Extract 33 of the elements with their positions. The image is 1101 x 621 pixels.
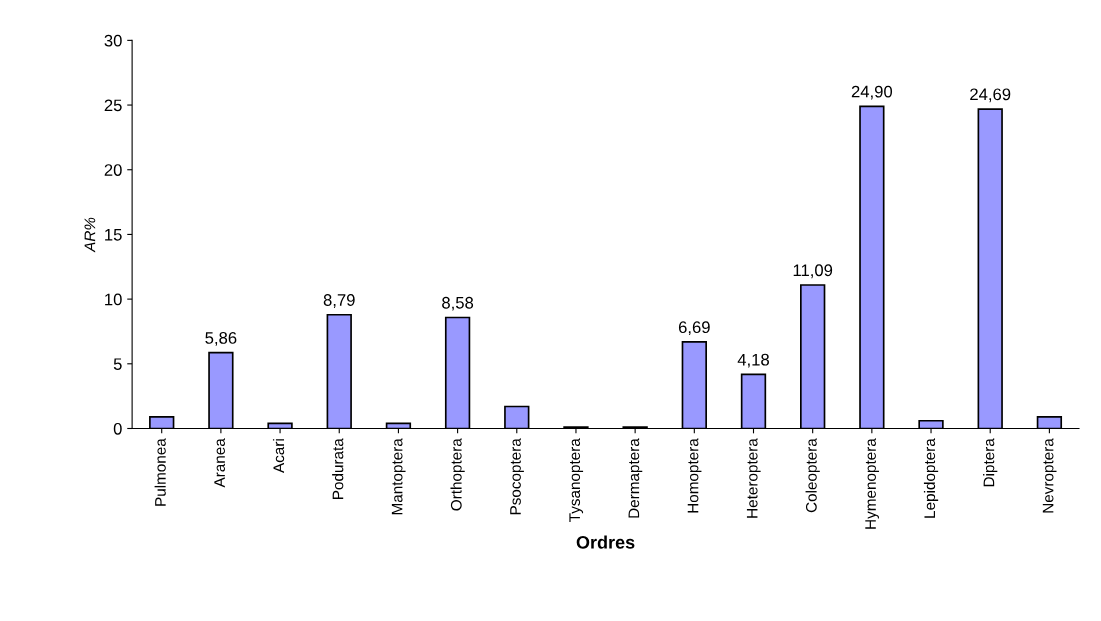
x-tick-label: Tysanoptera [569,438,584,522]
x-tick-label: Psocoptera [510,438,524,515]
y-axis-title: AR% [84,217,96,253]
x-tick-label: Hymenoptera [865,438,879,529]
x-tick-label: Diptera [983,438,998,487]
y-tick-label: 15 [105,229,122,241]
data-label: 24,90 [851,85,893,100]
x-axis-title: Ordres [576,535,635,549]
data-label: 5,86 [205,332,237,346]
x-tick-label: Acari [272,439,285,473]
x-tick-label: Heteroptera [746,438,761,518]
x-tick-label: Orthoptera [450,438,465,511]
data-label: 4,18 [737,353,769,368]
y-tick-label: 5 [113,358,122,371]
y-tick-label: 30 [104,34,122,47]
x-tick-label: Nevroptera [1042,438,1057,513]
x-tick-label: Lepidoptera [923,438,939,518]
data-label: 11,09 [793,264,833,279]
x-tick-label: Pulmonea [154,438,166,506]
data-label: 6,69 [678,321,710,336]
y-tick-label: 10 [105,293,122,306]
data-label: 8,79 [323,294,355,308]
y-tick-label: 0 [113,422,122,435]
x-tick-label: Homoptera [687,438,702,513]
y-tick-label: 20 [104,164,122,176]
x-tick-label: Podurata [332,438,344,499]
x-tick-label: Aranea [214,438,225,488]
x-tick-label: Mantoptera [391,438,406,515]
data-label: 24,69 [970,88,1011,103]
data-label: 8,58 [442,296,474,311]
x-tick-label: Dermaptera [628,438,643,518]
x-tick-label: Coleoptera [805,438,820,513]
y-tick-label: 25 [104,99,122,112]
